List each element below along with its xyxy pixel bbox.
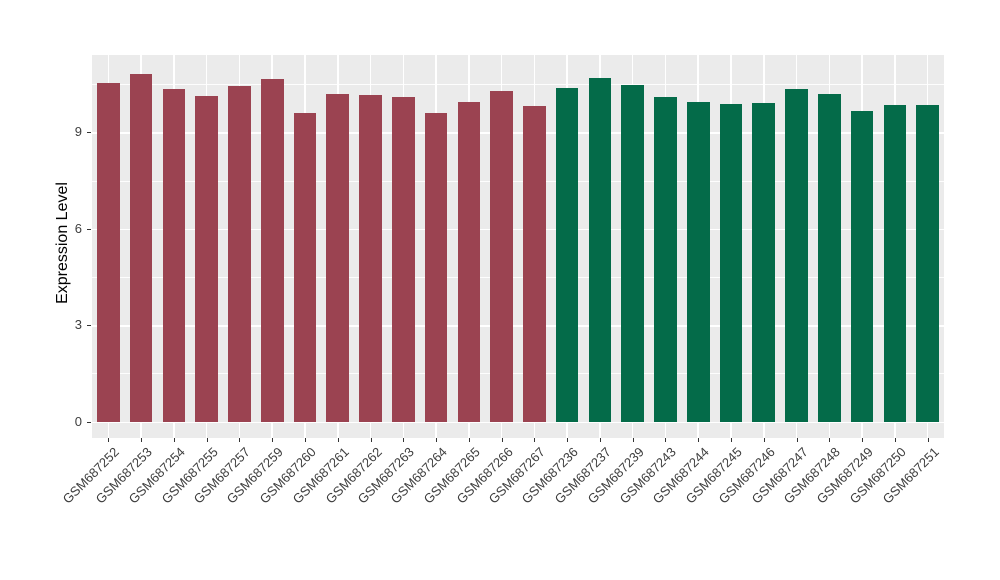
y-axis-tick-label: 6 (74, 220, 82, 236)
x-axis-tick (862, 438, 864, 442)
bar-GSM687237 (588, 78, 612, 422)
gridline-major-horizontal (92, 228, 944, 231)
y-axis-tick (87, 325, 91, 327)
x-axis-tick (599, 438, 601, 442)
gridline-minor-horizontal (92, 180, 944, 182)
bar-GSM687236 (555, 88, 579, 422)
bar-GSM687262 (359, 95, 382, 422)
y-axis-tick-label: 9 (74, 124, 82, 140)
x-axis-tick (501, 438, 503, 442)
y-axis-tick-label: 0 (74, 413, 82, 429)
bar-GSM687260 (293, 112, 317, 422)
x-axis-tick (141, 438, 143, 442)
bar-GSM687255 (195, 96, 218, 422)
bar-GSM687239 (621, 84, 644, 422)
x-axis-tick (370, 438, 372, 442)
x-axis-tick (829, 438, 831, 442)
x-axis-tick (567, 438, 569, 442)
x-axis-tick (108, 438, 110, 442)
gridline-major-horizontal (92, 421, 944, 424)
bar-GSM687259 (260, 79, 284, 422)
bar-GSM687263 (392, 97, 415, 422)
bar-GSM687261 (326, 93, 350, 422)
bar-GSM687257 (228, 85, 251, 422)
gridline-minor-horizontal (92, 84, 944, 86)
y-axis-tick (87, 132, 91, 134)
y-axis-tick-label: 3 (74, 317, 82, 333)
x-axis-tick (436, 438, 438, 442)
bar-GSM687245 (719, 103, 743, 422)
x-axis-tick (731, 438, 732, 442)
gridline-major-horizontal (92, 325, 944, 327)
x-axis-tick (305, 438, 306, 442)
x-axis-tick (796, 438, 798, 442)
x-axis-tick (927, 438, 929, 442)
x-axis-tick (763, 438, 765, 442)
plot-panel (92, 55, 944, 438)
x-axis-tick (632, 438, 634, 442)
x-axis-tick (403, 438, 405, 442)
gridline-major-horizontal (92, 132, 944, 135)
x-axis-tick (337, 438, 339, 442)
x-axis-tick (698, 438, 700, 442)
bar-GSM687252 (97, 82, 120, 422)
x-axis-tick (894, 438, 896, 442)
x-axis-tick (173, 438, 175, 442)
x-axis-tick (468, 438, 470, 442)
bar-GSM687248 (818, 94, 841, 422)
x-axis-tick (206, 438, 208, 442)
x-axis-tick (534, 438, 536, 442)
y-axis-tick (87, 228, 91, 230)
x-axis-tick (665, 438, 667, 442)
y-axis-tick (87, 421, 91, 423)
gridline-minor-horizontal (92, 277, 944, 279)
bar-GSM687249 (850, 111, 874, 422)
bar-GSM687267 (523, 106, 546, 422)
gridline-minor-horizontal (92, 373, 944, 375)
bar-GSM687251 (916, 105, 939, 422)
bar-GSM687253 (129, 74, 153, 422)
bar-GSM687244 (686, 102, 710, 422)
bar-GSM687266 (490, 91, 513, 422)
bar-GSM687264 (424, 113, 448, 422)
bar-GSM687246 (752, 102, 776, 422)
bar-GSM687247 (785, 89, 808, 422)
bar-GSM687243 (654, 96, 677, 422)
bar-GSM687250 (883, 105, 907, 422)
bar-GSM687265 (457, 101, 481, 422)
x-axis-tick (272, 438, 274, 442)
bar-GSM687254 (162, 89, 186, 422)
x-axis-tick (239, 438, 241, 442)
